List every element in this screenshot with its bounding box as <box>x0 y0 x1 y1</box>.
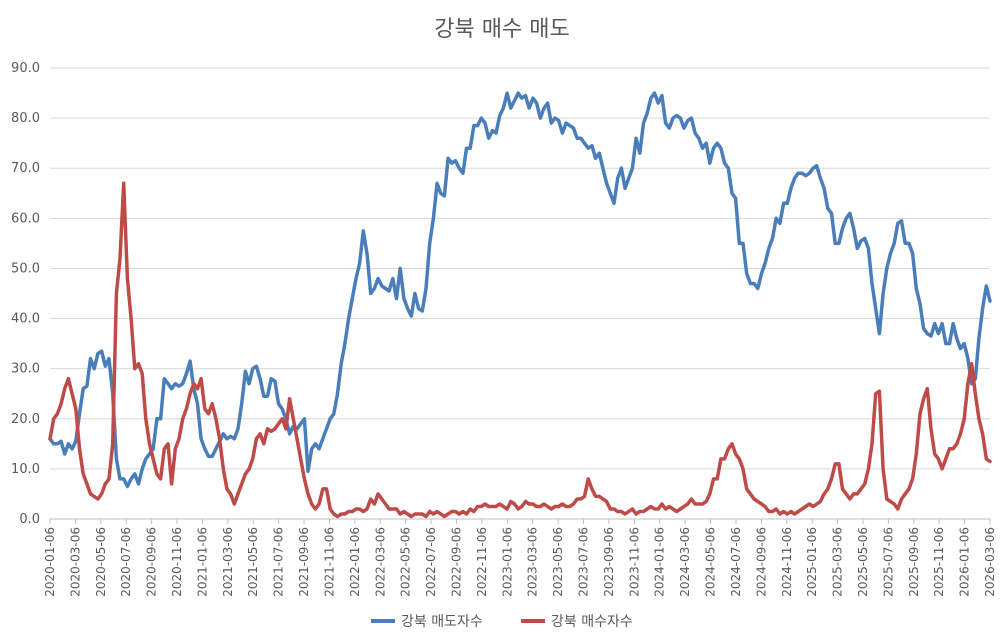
x-tick-label: 2024-07-06 <box>729 527 743 597</box>
x-tick-label: 2021-03-06 <box>221 527 235 597</box>
x-tick-label: 2025-07-06 <box>881 527 895 597</box>
x-tick-label: 2025-11-06 <box>932 527 946 597</box>
x-tick-label: 2022-09-06 <box>449 527 463 597</box>
x-tick-label: 2020-11-06 <box>170 527 184 597</box>
x-tick-label: 2024-01-06 <box>653 527 667 597</box>
legend-label-buy: 강북 매수자수 <box>551 614 633 630</box>
y-tick-label: 40.0 <box>11 312 40 327</box>
x-tick-label: 2026-03-06 <box>983 527 997 597</box>
chart-title: 강북 매수 매도 <box>434 17 569 42</box>
x-tick-label: 2024-03-06 <box>678 527 692 597</box>
x-tick-label: 2020-09-06 <box>145 527 159 597</box>
x-tick-label: 2020-03-06 <box>68 527 82 597</box>
y-tick-label: 20.0 <box>11 412 40 427</box>
x-tick-label: 2025-01-06 <box>805 527 819 597</box>
x-axis-ticks: 2020-01-06 2020-03-06 2020-05-06 2020-07-06… <box>43 519 997 597</box>
y-tick-label: 30.0 <box>11 362 40 377</box>
x-tick-label: 2025-09-06 <box>907 527 921 597</box>
series-line-buy <box>48 181 992 519</box>
x-tick-label: 2024-09-06 <box>754 527 768 597</box>
y-tick-label: 0.0 <box>19 512 40 527</box>
y-tick-label: 70.0 <box>11 161 40 176</box>
x-tick-label: 2022-05-06 <box>399 527 413 597</box>
x-tick-label: 2020-01-06 <box>43 527 57 597</box>
x-tick-label: 2023-07-06 <box>577 527 591 597</box>
y-tick-label: 50.0 <box>11 261 40 276</box>
x-tick-label: 2021-05-06 <box>246 527 260 597</box>
gridlines <box>50 67 990 470</box>
x-tick-label: 2023-09-06 <box>602 527 616 597</box>
x-tick-label: 2021-01-06 <box>195 527 209 597</box>
x-tick-label: 2024-11-06 <box>780 527 794 597</box>
series-line-sell <box>48 91 992 489</box>
x-tick-label: 2020-05-06 <box>94 527 108 597</box>
x-tick-label: 2022-03-06 <box>373 527 387 597</box>
x-tick-label: 2021-07-06 <box>272 527 286 597</box>
x-tick-label: 2023-03-06 <box>526 527 540 597</box>
y-tick-label: 90.0 <box>11 61 40 76</box>
series-lines <box>48 91 992 519</box>
y-tick-label: 10.0 <box>11 462 40 477</box>
x-tick-label: 2023-05-06 <box>551 527 565 597</box>
x-tick-label: 2025-03-06 <box>831 527 845 597</box>
x-tick-label: 2021-09-06 <box>297 527 311 597</box>
x-tick-label: 2022-11-06 <box>475 527 489 597</box>
y-tick-label: 80.0 <box>11 111 40 126</box>
x-tick-label: 2023-11-06 <box>627 527 641 597</box>
x-tick-label: 2021-11-06 <box>322 527 336 597</box>
x-tick-label: 2020-07-06 <box>119 527 133 597</box>
y-axis-ticks: 0.0 10.0 20.0 30.0 40.0 50.0 60.0 70.0 80.0 90.0 <box>11 61 40 527</box>
x-tick-label: 2022-01-06 <box>348 527 362 597</box>
x-tick-label: 2024-05-06 <box>704 527 718 597</box>
x-tick-label: 2023-01-06 <box>500 527 514 597</box>
x-tick-label: 2026-01-06 <box>958 527 972 597</box>
y-tick-label: 60.0 <box>11 211 40 226</box>
legend-label-sell: 강북 매도자수 <box>401 614 483 630</box>
x-tick-label: 2022-07-06 <box>424 527 438 597</box>
legend: 강북 매도자수 강북 매수자수 <box>371 614 633 630</box>
x-tick-label: 2025-05-06 <box>856 527 870 597</box>
